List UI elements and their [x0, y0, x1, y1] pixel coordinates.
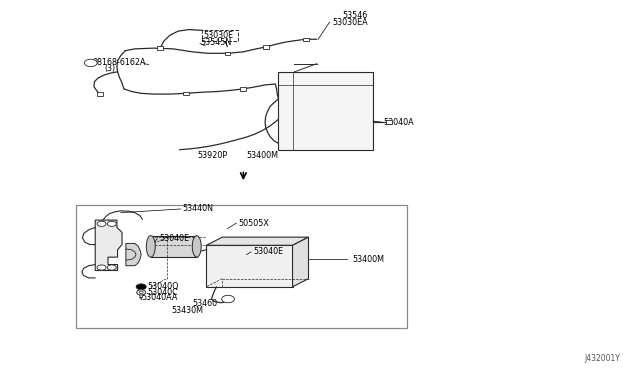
Bar — [151, 235, 196, 257]
Bar — [303, 38, 309, 41]
Text: 53400M: 53400M — [352, 255, 384, 264]
Bar — [263, 45, 269, 49]
Circle shape — [139, 291, 143, 294]
Text: 53460: 53460 — [192, 299, 218, 308]
Text: 53920P: 53920P — [197, 151, 227, 160]
Text: 53440N: 53440N — [182, 205, 214, 214]
Bar — [76, 205, 407, 328]
Text: 16: 16 — [88, 61, 94, 65]
Bar — [278, 72, 373, 150]
Text: 53040A: 53040A — [384, 118, 415, 127]
Polygon shape — [292, 237, 308, 287]
Bar — [386, 120, 392, 124]
Bar — [202, 31, 237, 41]
Circle shape — [97, 265, 106, 270]
Circle shape — [84, 59, 97, 67]
Bar — [241, 87, 246, 90]
Text: (3): (3) — [105, 64, 116, 73]
Polygon shape — [126, 243, 141, 266]
Text: 53040E: 53040E — [253, 247, 283, 256]
Bar — [97, 92, 102, 96]
Text: 53030EA: 53030EA — [333, 18, 369, 27]
Text: 50505X: 50505X — [238, 219, 269, 228]
Text: 53546: 53546 — [342, 11, 367, 20]
Circle shape — [221, 295, 234, 303]
Text: 53400M: 53400M — [246, 151, 278, 160]
Text: 53040AA: 53040AA — [141, 294, 177, 302]
Text: 53030E: 53030E — [204, 31, 234, 41]
Bar — [206, 245, 292, 287]
Circle shape — [97, 221, 106, 227]
Polygon shape — [95, 220, 122, 270]
Text: 53040E: 53040E — [159, 234, 189, 243]
Text: 08168-6162A: 08168-6162A — [93, 58, 146, 67]
Bar — [225, 52, 230, 55]
Ellipse shape — [147, 235, 156, 257]
Text: 53040Q: 53040Q — [148, 282, 179, 291]
Ellipse shape — [192, 235, 201, 257]
Text: 53545N: 53545N — [200, 38, 231, 47]
Circle shape — [137, 290, 146, 295]
Text: J432001Y: J432001Y — [584, 354, 620, 363]
Bar — [157, 46, 163, 50]
Circle shape — [108, 221, 116, 227]
Circle shape — [108, 265, 116, 270]
Bar — [183, 92, 189, 95]
Text: 53040C: 53040C — [148, 288, 179, 297]
Text: 53430M: 53430M — [172, 306, 204, 315]
Circle shape — [136, 284, 147, 290]
Polygon shape — [206, 237, 308, 245]
